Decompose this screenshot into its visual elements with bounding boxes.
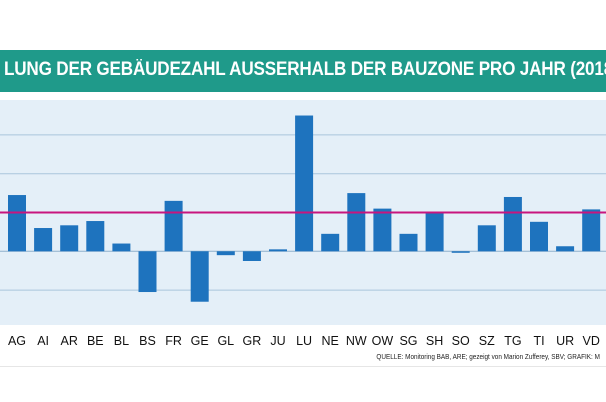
bar-ne <box>321 233 340 252</box>
x-tick-label: SZ <box>479 334 495 348</box>
bar-bs <box>138 251 157 293</box>
x-tick-label: AR <box>61 334 78 348</box>
x-tick-label: TG <box>504 334 521 348</box>
bar-ur <box>556 246 575 252</box>
bar-sg <box>399 233 418 252</box>
x-tick-label: SG <box>399 334 417 348</box>
x-tick-label: AI <box>37 334 49 348</box>
chart-title: LUNG DER GEBÄUDEZAHL AUSSERHALB DER BAUZ… <box>4 59 606 80</box>
bar-bl <box>112 243 131 252</box>
bar-ag <box>8 195 26 252</box>
x-tick-label: OW <box>372 334 394 348</box>
x-tick-label: GR <box>243 334 262 348</box>
source-note: QUELLE: Monitoring BAB, ARE; gezeigt von… <box>376 352 600 361</box>
bar-vd <box>582 209 601 252</box>
x-tick-label: NW <box>346 334 367 348</box>
bar-ge <box>190 251 209 302</box>
bar-ar <box>60 225 79 252</box>
bar-fr <box>164 200 183 252</box>
bar-ai <box>34 228 53 252</box>
bar-ti <box>530 221 548 252</box>
x-tick-label: NE <box>322 334 339 348</box>
x-tick-label: VD <box>583 334 600 348</box>
x-tick-label: BL <box>114 334 129 348</box>
x-tick-label: AG <box>8 334 26 348</box>
bar-so <box>451 251 470 253</box>
x-tick-label: SH <box>426 334 443 348</box>
x-tick-label: FR <box>165 334 182 348</box>
bar-gr <box>242 251 261 261</box>
x-tick-label: GE <box>191 334 209 348</box>
bar-be <box>86 221 105 252</box>
bar-nw <box>347 193 366 252</box>
bar-gl <box>216 251 235 256</box>
title-bar: LUNG DER GEBÄUDEZAHL AUSSERHALB DER BAUZ… <box>0 50 606 92</box>
bar-ow <box>373 208 392 252</box>
x-tick-label: TI <box>533 334 544 348</box>
bar-lu <box>295 115 314 252</box>
x-tick-label: UR <box>556 334 574 348</box>
bar-tg <box>503 196 522 252</box>
x-tick-label: JU <box>270 334 285 348</box>
x-tick-label: SO <box>452 334 470 348</box>
x-tick-label: LU <box>296 334 312 348</box>
x-tick-label: BS <box>139 334 156 348</box>
bar-sh <box>425 213 444 252</box>
bar-ju <box>269 249 287 252</box>
bar-sz <box>477 225 496 252</box>
bottom-divider <box>0 366 606 367</box>
x-tick-label: BE <box>87 334 104 348</box>
x-tick-label: GL <box>217 334 234 348</box>
